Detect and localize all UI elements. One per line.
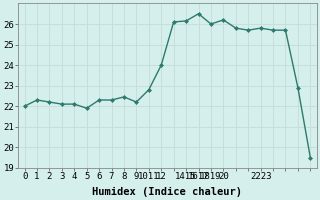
X-axis label: Humidex (Indice chaleur): Humidex (Indice chaleur) — [92, 186, 243, 197]
